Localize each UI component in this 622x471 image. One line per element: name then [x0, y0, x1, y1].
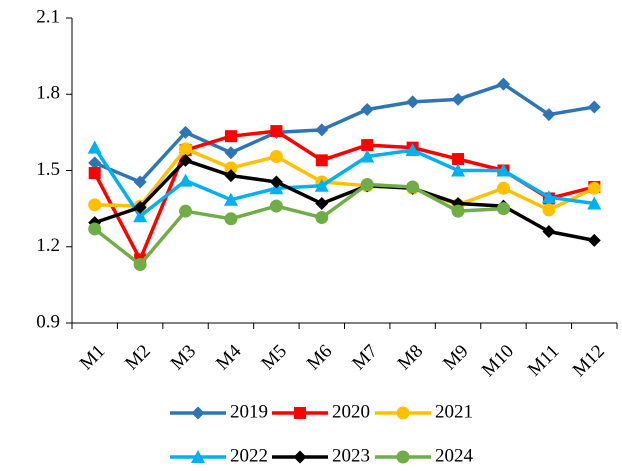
marker — [269, 150, 283, 164]
x-tick-label: M4 — [212, 340, 246, 374]
marker — [360, 103, 374, 116]
marker — [496, 181, 510, 195]
series-line — [93, 146, 595, 218]
marker — [587, 196, 602, 210]
marker — [541, 190, 556, 204]
series-line — [94, 158, 595, 243]
marker — [451, 163, 466, 177]
marker — [191, 406, 205, 420]
series-line — [93, 182, 504, 267]
marker — [224, 212, 238, 226]
x-tick-label: M2 — [121, 341, 155, 375]
marker — [587, 233, 601, 247]
series-line — [94, 82, 595, 184]
marker — [224, 169, 238, 183]
marker — [315, 123, 329, 137]
marker — [88, 198, 102, 212]
marker — [496, 163, 511, 177]
marker — [360, 149, 375, 163]
y-tick-label: 1.8 — [36, 83, 60, 104]
marker — [133, 209, 148, 223]
marker — [87, 140, 102, 154]
marker — [224, 146, 238, 160]
marker — [406, 180, 420, 194]
marker — [179, 125, 193, 139]
legend-label: 2022 — [230, 445, 268, 466]
marker — [451, 92, 465, 106]
marker — [496, 202, 510, 216]
marker — [179, 153, 193, 167]
marker — [294, 407, 306, 419]
marker — [224, 161, 238, 175]
x-tick-label: M1 — [76, 341, 110, 375]
marker — [496, 77, 510, 91]
marker — [587, 181, 601, 195]
legend-label: 2023 — [332, 445, 370, 466]
marker — [88, 156, 102, 170]
marker — [88, 167, 101, 180]
marker — [269, 199, 283, 213]
marker — [133, 258, 147, 272]
series-line — [94, 147, 596, 212]
x-tick-label: M6 — [303, 341, 337, 375]
marker — [88, 222, 102, 236]
legend-label: 2020 — [332, 401, 370, 422]
x-tick-label: M3 — [167, 341, 201, 375]
legend-label: 2024 — [435, 445, 474, 466]
x-tick-label: M11 — [524, 341, 564, 381]
marker — [396, 406, 410, 420]
marker — [314, 178, 329, 192]
x-tick-label: M10 — [478, 341, 518, 381]
marker — [315, 154, 328, 167]
marker — [224, 130, 237, 143]
marker — [223, 192, 238, 206]
marker — [133, 175, 147, 189]
marker — [178, 173, 193, 187]
marker — [360, 177, 374, 191]
marker — [361, 139, 374, 152]
marker — [542, 108, 556, 122]
y-tick-label: 1.5 — [36, 159, 60, 180]
marker — [133, 200, 147, 214]
marker — [191, 450, 205, 463]
marker — [270, 125, 283, 138]
x-tick-label: M7 — [348, 341, 382, 375]
y-tick-label: 2.1 — [36, 6, 60, 27]
legend-label: 2019 — [230, 401, 268, 422]
marker — [293, 450, 307, 464]
marker — [587, 100, 601, 114]
x-tick-label: M5 — [257, 341, 291, 375]
marker — [315, 197, 329, 211]
y-tick-label: 1.2 — [36, 235, 60, 256]
marker — [405, 143, 420, 157]
marker — [542, 225, 556, 238]
marker — [451, 204, 465, 218]
x-tick-label: M12 — [569, 341, 609, 381]
marker — [542, 203, 556, 217]
y-tick-label: 0.9 — [36, 311, 60, 332]
marker — [452, 153, 465, 166]
legend-label: 2021 — [435, 401, 473, 422]
x-tick-label: M8 — [394, 341, 428, 375]
marker — [179, 142, 193, 156]
x-tick-label: M9 — [439, 341, 473, 375]
marker — [179, 204, 193, 218]
marker — [406, 95, 420, 109]
marker — [396, 450, 410, 464]
marker — [315, 211, 329, 225]
marker — [269, 175, 283, 189]
